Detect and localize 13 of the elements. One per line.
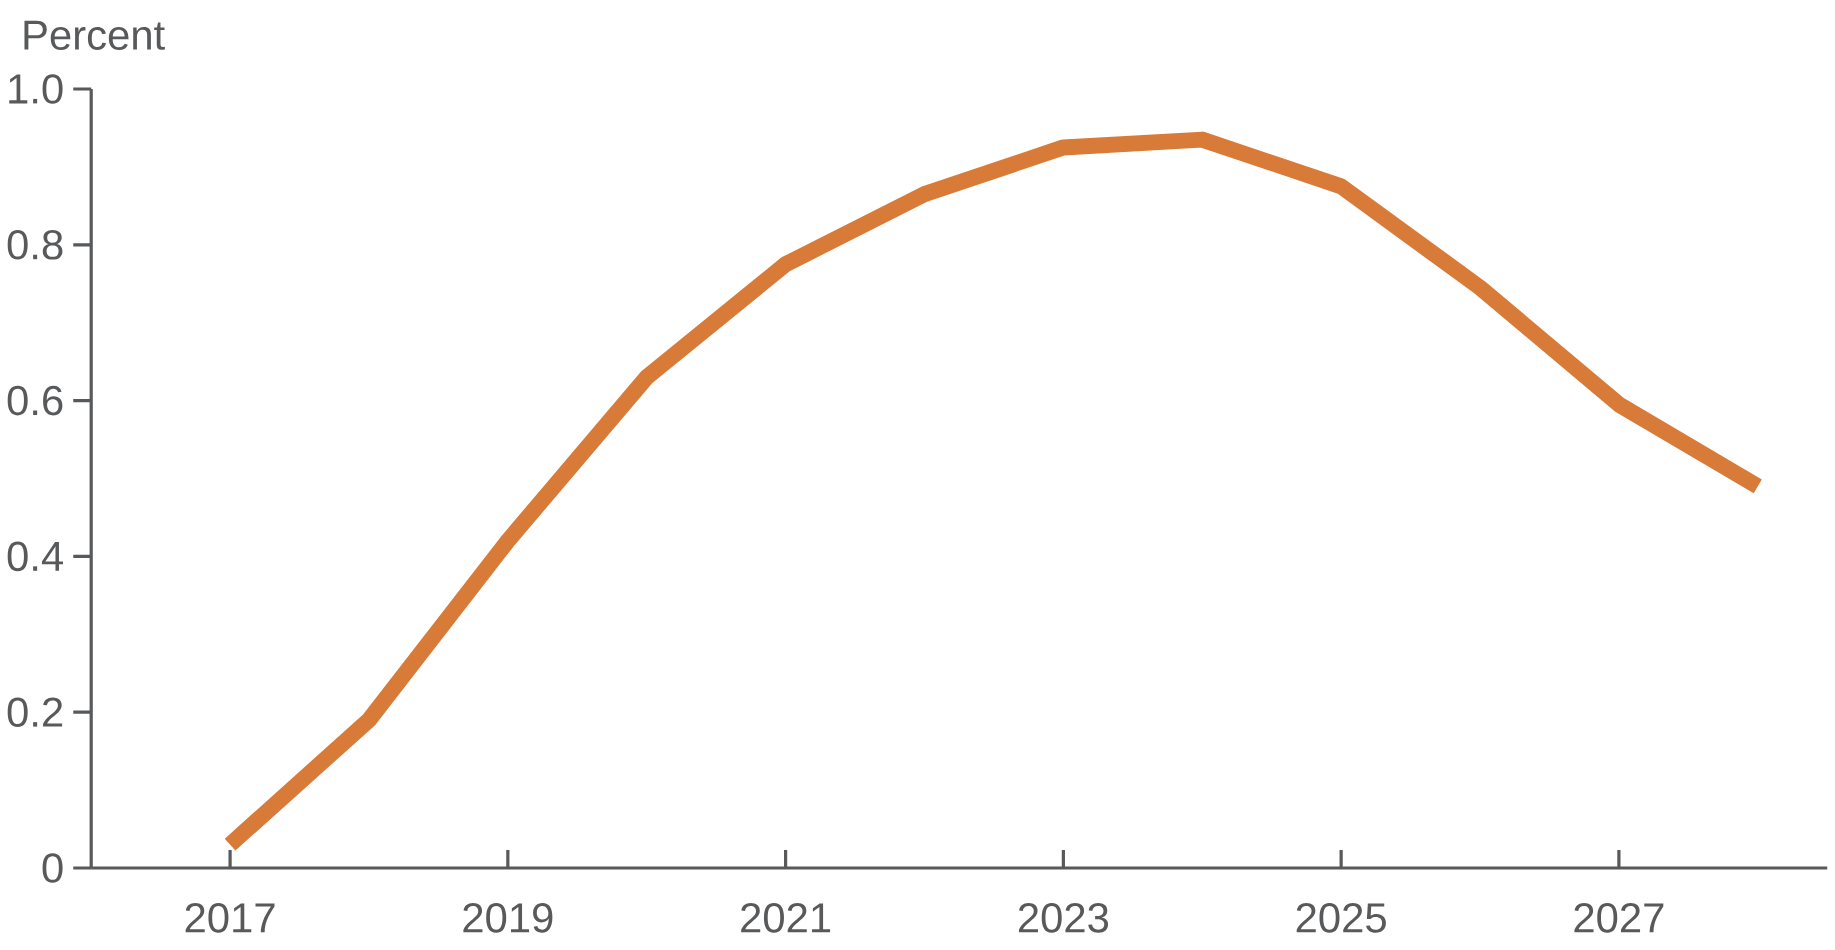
- y-tick-label: 0: [42, 853, 63, 883]
- x-tick-label: 2021: [741, 903, 831, 933]
- x-tick-label: 2017: [185, 903, 275, 933]
- y-tick-label: 0.4: [7, 541, 63, 572]
- x-tick-label: 2025: [1296, 903, 1386, 933]
- y-tick-label: 0.8: [7, 229, 63, 260]
- x-tick-label: 2023: [1018, 903, 1109, 933]
- y-tick-label: 1.0: [9, 74, 63, 104]
- y-axis-title: Percent: [24, 20, 165, 50]
- y-tick-label: 0.2: [7, 697, 63, 728]
- x-tick-label: 2027: [1574, 903, 1664, 933]
- x-tick-label: 2019: [463, 903, 553, 933]
- y-tick-label: 0.6: [7, 385, 63, 416]
